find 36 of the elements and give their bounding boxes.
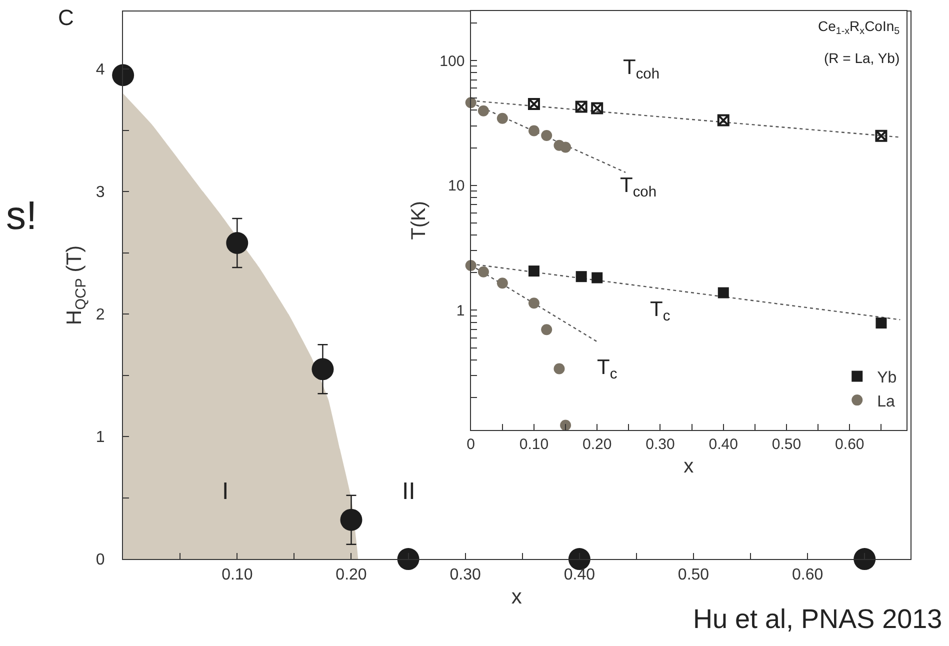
x-tick-label: 0.60 <box>792 566 824 584</box>
y-tick-label: 10 <box>448 178 465 195</box>
legend-label: Yb <box>877 370 897 386</box>
y-tick-label: 2 <box>96 306 105 324</box>
annotation: I <box>222 478 229 505</box>
y-tick-label: 1 <box>96 429 105 446</box>
annotation: T$_{c}$ <box>650 298 670 324</box>
x-tick-label: 0.30 <box>450 566 481 584</box>
x-tick-label: 0.10 <box>519 436 549 454</box>
y-tick-label: 100 <box>440 52 465 70</box>
x-tick-label: 0.50 <box>678 566 710 584</box>
y-tick-label: 4 <box>96 62 105 79</box>
annotation: T$_{c}$ <box>597 356 618 382</box>
x-axis-title: x <box>511 586 522 609</box>
text: s! <box>6 194 38 238</box>
x-tick-label: 0.40 <box>564 566 596 584</box>
x-tick-label: 0.30 <box>646 436 675 454</box>
annotation: Ce$_{1-x}$R$_{x}$CoIn$_{5}$ <box>818 18 900 37</box>
x-tick-label: 0.50 <box>772 436 802 454</box>
y-tick-label: 1 <box>456 302 465 320</box>
text: C <box>58 5 74 30</box>
text: Hu et al, PNAS 2013 <box>693 604 942 634</box>
x-tick-label: 0.60 <box>835 436 864 454</box>
y-axis-title: T(K) <box>408 200 430 240</box>
annotation: T$_{coh}$ <box>620 174 657 200</box>
legend-label: La <box>877 393 896 410</box>
x-tick-label: 0.20 <box>582 436 612 454</box>
annotation: II <box>402 478 416 505</box>
x-tick-label: 0.20 <box>336 566 367 584</box>
annotation: T$_{coh}$ <box>623 56 660 82</box>
x-axis-title: x <box>684 456 694 478</box>
x-tick-label: 0.40 <box>708 436 738 454</box>
annotation: (R = La, Yb) <box>824 50 900 66</box>
y-tick-label: 3 <box>96 184 105 202</box>
x-tick-label: 0.10 <box>222 566 253 584</box>
y-tick-label: 0 <box>96 552 105 569</box>
